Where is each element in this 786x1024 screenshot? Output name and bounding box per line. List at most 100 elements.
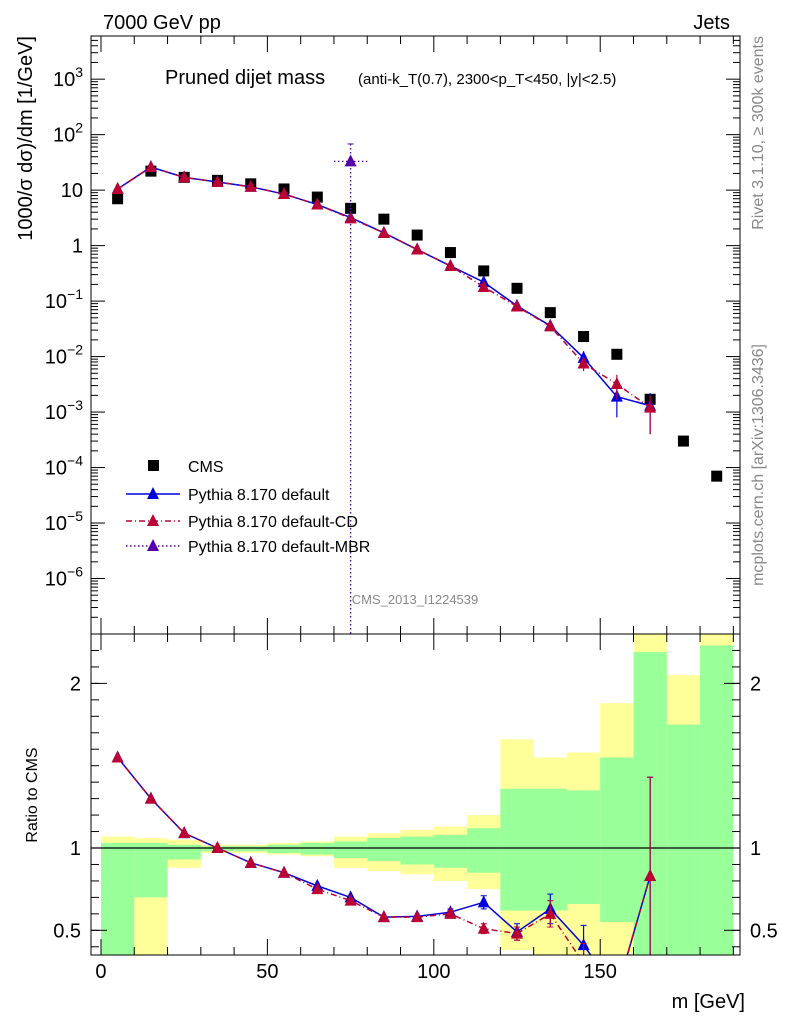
series-marker — [544, 319, 557, 332]
y-tick-label: 10−4 — [45, 453, 83, 480]
ratio-y-tick-label: 1 — [70, 838, 81, 860]
y-tick-label: 102 — [53, 120, 83, 147]
cms-data-point — [511, 282, 523, 294]
mcplots-label: mcplots.cern.ch [arXiv:1306.3436] — [750, 344, 767, 586]
cms-data-point — [411, 229, 423, 241]
series-marker — [377, 225, 390, 238]
y-tick-label: 10−6 — [45, 564, 83, 591]
series-marker — [211, 175, 224, 188]
ratio-y-axis-label: Ratio to CMS — [24, 747, 41, 842]
cms-data-point — [478, 265, 490, 277]
y-tick-label: 103 — [53, 64, 83, 91]
y-tick-label: 10−1 — [45, 286, 83, 313]
ratio-marker — [411, 910, 424, 923]
ratio-series-group — [111, 750, 657, 955]
legend-label: Pythia 8.170 default — [188, 487, 330, 504]
x-tick-label: 100 — [417, 961, 450, 983]
uncertainty-band-green — [100, 843, 135, 955]
y-tick-label: 10−5 — [45, 508, 83, 535]
ratio-marker — [144, 791, 157, 804]
ratio-marker — [211, 841, 224, 853]
series-marker — [144, 160, 157, 173]
series-marker — [278, 187, 291, 200]
uncertainty-band-green — [533, 788, 567, 911]
uncertainty-band-green — [700, 645, 734, 955]
ratio-marker — [477, 921, 490, 934]
category-label: Jets — [693, 12, 730, 34]
ratio-marker — [644, 868, 657, 881]
uncertainty-band-green — [600, 757, 634, 923]
ratio-marker — [377, 910, 390, 923]
series-marker — [511, 299, 524, 312]
main-title: Pruned dijet mass — [165, 67, 325, 89]
ratio-plot-frame — [90, 633, 741, 956]
uncertainty-band-green — [333, 841, 368, 858]
cms-data-point — [444, 247, 456, 259]
cms-data-point — [378, 213, 390, 225]
legend: CMS Pythia 8.170 default Pythia 8.170 defa… — [126, 459, 370, 556]
legend-marker — [147, 539, 159, 551]
main-plot: 10−6 10−5 10−4 10−3 10−2 10−1 1 10 102 103 Pruned… — [15, 35, 741, 635]
cms-data-point — [311, 191, 323, 203]
series-marker — [444, 258, 457, 271]
uncertainty-band-green — [300, 843, 334, 855]
series-marker — [244, 179, 257, 192]
series-line — [117, 166, 651, 407]
series-marker — [111, 181, 124, 194]
series-line — [117, 166, 651, 409]
legend-label: Pythia 8.170 default-CD — [188, 514, 358, 531]
ratio-marker — [111, 750, 124, 763]
y-tick-label: 1 — [72, 236, 83, 258]
uncertainty-band-green — [400, 836, 434, 865]
x-tick-label: 0 — [95, 961, 106, 983]
cms-data-point — [711, 470, 723, 482]
legend-marker — [148, 460, 159, 471]
uncertainty-band-green — [433, 834, 468, 868]
uncertainty-band-green — [267, 844, 301, 853]
main-subtitle: (anti-k_T(0.7), 2300<p_T<450, |y|<2.5) — [358, 71, 616, 88]
y-tick-label: 10−3 — [45, 397, 83, 424]
x-tick-label: 150 — [584, 961, 617, 983]
series-marker — [344, 154, 357, 167]
x-tick-label: 50 — [256, 961, 278, 983]
ratio-y-tick-label: 2 — [70, 673, 81, 695]
uncertainty-band-green — [167, 844, 201, 860]
ratio-y-tick-label: 0.5 — [53, 920, 81, 942]
cms-data-point — [677, 435, 689, 447]
ratio-y-tick-label: 1 — [750, 838, 761, 860]
cms-data-point — [611, 348, 623, 360]
uncertainty-band-green — [566, 790, 601, 904]
uncertainty-band-green — [367, 838, 401, 862]
main-y-axis-label: 1000/σ dσ)/dm [1/GeV] — [15, 36, 37, 241]
ratio-marker — [311, 882, 324, 895]
series-marker — [477, 279, 490, 292]
uncertainty-band-green — [467, 828, 501, 873]
series-marker — [178, 170, 191, 183]
legend-label: CMS — [188, 459, 224, 476]
x-axis-label: m [GeV] — [672, 991, 745, 1013]
cms-data-point — [112, 193, 124, 205]
legend-label: Pythia 8.170 default-MBR — [188, 539, 370, 556]
watermark-label: CMS_2013_I1224539 — [352, 592, 479, 607]
legend-marker — [147, 487, 159, 499]
energy-label: 7000 GeV pp — [103, 12, 221, 34]
uncertainty-band-green — [666, 724, 701, 955]
uncertainty-band-green — [500, 788, 534, 911]
y-tick-label: 10−2 — [45, 342, 83, 369]
rivet-label: Rivet 3.1.10, ≥ 300k events — [750, 36, 767, 230]
y-tick-label: 10 — [61, 180, 83, 202]
series-marker — [577, 356, 590, 369]
series-marker — [644, 400, 657, 413]
uncertainty-band-green — [234, 846, 268, 852]
ratio-marker — [344, 893, 357, 906]
ratio-y-tick-label: 2 — [750, 673, 761, 695]
ratio-marker — [511, 926, 524, 939]
ratio-marker — [444, 906, 457, 919]
series-marker — [411, 242, 424, 255]
ratio-marker — [178, 826, 191, 839]
cms-data-point — [578, 331, 590, 343]
ratio-marker — [544, 906, 557, 919]
ratio-marker — [278, 865, 291, 878]
series-marker — [610, 377, 623, 390]
ratio-marker — [244, 855, 257, 868]
